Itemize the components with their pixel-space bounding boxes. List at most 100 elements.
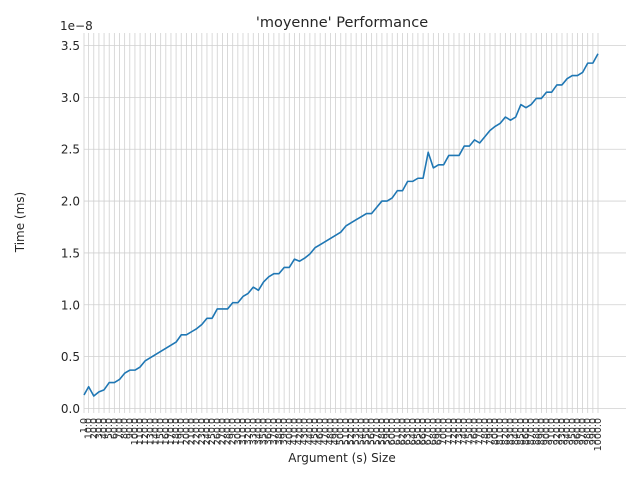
x-tick-label: 830.0	[506, 418, 517, 445]
x-tick-label: 430.0	[300, 418, 311, 445]
y-tick-label: 0.0	[61, 402, 80, 416]
x-tick-label: 220.0	[192, 418, 203, 445]
x-tick-label: 400.0	[284, 418, 295, 445]
y-tick-label: 1.5	[61, 246, 80, 260]
x-tick-label: 350.0	[259, 418, 270, 445]
x-tick-label: 810.0	[495, 418, 506, 445]
x-axis-label: Argument (s) Size	[288, 451, 395, 465]
x-tick-label: 40.0	[99, 418, 110, 439]
x-tick-label: 180.0	[171, 418, 182, 445]
x-tick-label: 190.0	[176, 418, 187, 445]
x-tick-label: 60.0	[109, 418, 120, 439]
x-tick-label: 520.0	[346, 418, 357, 445]
x-tick-label: 970.0	[578, 418, 589, 445]
x-tick-label: 150.0	[156, 418, 167, 445]
x-tick-label: 310.0	[238, 418, 249, 445]
x-tick-label: 210.0	[187, 418, 198, 445]
x-tick-label: 200.0	[181, 418, 192, 445]
x-tick-label: 640.0	[408, 418, 419, 445]
x-tick-label: 160.0	[161, 418, 172, 445]
x-tick-label: 650.0	[413, 418, 424, 445]
x-tick-label: 770.0	[475, 418, 486, 445]
series-line	[83, 53, 599, 397]
x-tick-label: 550.0	[361, 418, 372, 445]
x-tick-label: 280.0	[223, 418, 234, 445]
x-tick-label: 370.0	[269, 418, 280, 445]
x-tick-label: 660.0	[418, 418, 429, 445]
x-tick-label: 290.0	[228, 418, 239, 445]
x-tick-label: 740.0	[459, 418, 470, 445]
y-axis-label: Time (ms)	[13, 192, 27, 254]
x-tick-label: 760.0	[470, 418, 481, 445]
x-tick-label: 300.0	[233, 418, 244, 445]
x-tick-label: 780.0	[480, 418, 491, 445]
x-tick-label: 420.0	[295, 418, 306, 445]
x-tick-label: 170.0	[166, 418, 177, 445]
x-tick-label: 630.0	[403, 418, 414, 445]
x-tick-label: 130.0	[145, 418, 156, 445]
x-tick-label: 870.0	[526, 418, 537, 445]
x-tick-label: 80.0	[120, 418, 131, 439]
x-tick-label: 90.0	[125, 418, 136, 439]
x-tick-label: 380.0	[274, 418, 285, 445]
x-tick-label: 910.0	[547, 418, 558, 445]
y-tick-label: 3.5	[61, 39, 80, 53]
x-tick-label: 840.0	[511, 418, 522, 445]
x-tick-label: 1000.0	[593, 418, 604, 451]
x-tick-label: 820.0	[500, 418, 511, 445]
x-tick-label: 340.0	[253, 418, 264, 445]
x-tick-label: 260.0	[212, 418, 223, 445]
x-tick-label: 360.0	[264, 418, 275, 445]
x-tick-label: 620.0	[397, 418, 408, 445]
x-tick-label: 50.0	[104, 418, 115, 439]
chart-title: 'moyenne' Performance	[256, 15, 428, 31]
x-tick-label: 490.0	[331, 418, 342, 445]
x-tick-label: 600.0	[387, 418, 398, 445]
x-tick-label: 1.0	[79, 418, 90, 433]
x-tick-label: 940.0	[562, 418, 573, 445]
x-tick-label: 960.0	[572, 418, 583, 445]
x-tick-label: 440.0	[305, 418, 316, 445]
x-tick-label: 230.0	[197, 418, 208, 445]
x-tick-label: 990.0	[588, 418, 599, 445]
x-tick-label: 900.0	[542, 418, 553, 445]
y-tick-label: 2.5	[61, 143, 80, 157]
x-tick-label: 950.0	[567, 418, 578, 445]
x-tick-label: 570.0	[372, 418, 383, 445]
x-tick-label: 920.0	[552, 418, 563, 445]
x-tick-label: 590.0	[382, 418, 393, 445]
x-tick-label: 470.0	[320, 418, 331, 445]
x-tick-label: 270.0	[217, 418, 228, 445]
x-tick-label: 980.0	[583, 418, 594, 445]
x-tick-label: 690.0	[434, 418, 445, 445]
x-tick-label: 460.0	[315, 418, 326, 445]
x-tick-label: 120.0	[140, 418, 151, 445]
y-axis-ticks: 0.0 0.5 1.0 1.5 2.0 2.5 3.0 3.5	[61, 39, 80, 416]
x-tick-label: 250.0	[207, 418, 218, 445]
x-tick-label: 10.0	[84, 418, 95, 439]
y-axis-offset-label: 1e−8	[60, 19, 93, 33]
x-tick-label: 850.0	[516, 418, 527, 445]
x-tick-label: 750.0	[464, 418, 475, 445]
x-tick-label: 330.0	[248, 418, 259, 445]
x-tick-label: 20.0	[89, 418, 100, 439]
x-tick-label: 390.0	[279, 418, 290, 445]
x-tick-label: 140.0	[151, 418, 162, 445]
y-tick-label: 3.0	[61, 91, 80, 105]
x-tick-label: 530.0	[351, 418, 362, 445]
x-tick-label: 560.0	[367, 418, 378, 445]
x-tick-label: 890.0	[536, 418, 547, 445]
x-tick-label: 730.0	[454, 418, 465, 445]
y-tick-label: 2.0	[61, 195, 80, 209]
x-tick-label: 100.0	[130, 418, 141, 445]
x-tick-label: 610.0	[392, 418, 403, 445]
x-tick-label: 790.0	[485, 418, 496, 445]
y-tick-label: 1.0	[61, 298, 80, 312]
x-tick-label: 510.0	[341, 418, 352, 445]
x-tick-label: 480.0	[325, 418, 336, 445]
x-tick-label: 680.0	[428, 418, 439, 445]
x-tick-label: 110.0	[135, 418, 146, 445]
x-tick-label: 410.0	[289, 418, 300, 445]
x-tick-label: 800.0	[490, 418, 501, 445]
x-axis-ticks: 1.010.020.030.040.050.060.070.080.090.01…	[79, 418, 604, 451]
